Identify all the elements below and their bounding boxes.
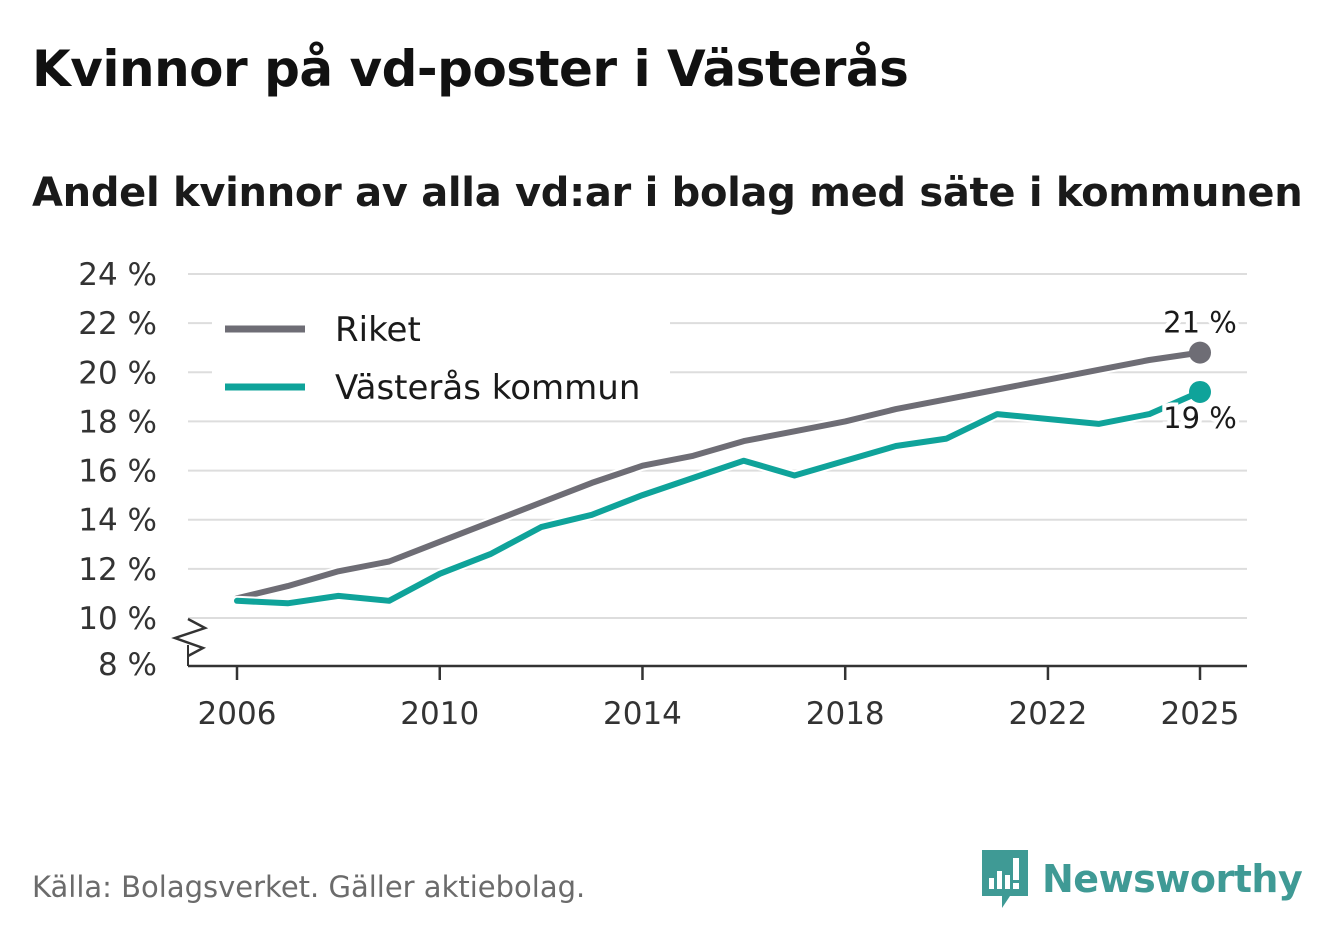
y-axis: 8 % 10 % 12 % 14 % 16 % 18 % 20 % 22 % 24 % (78, 257, 157, 683)
page-title: Kvinnor på vd-poster i Västerås (32, 40, 909, 98)
x-axis: 2006 2010 2014 2018 2022 2025 (171, 617, 1247, 732)
axis-break-icon (171, 617, 209, 658)
series-end-point (1189, 380, 1211, 403)
y-tick-label: 16 % (78, 454, 157, 490)
series-lines (232, 347, 1205, 609)
legend-label: Riket (335, 310, 421, 350)
y-tick-label: 12 % (78, 552, 157, 588)
x-tick-label: 2025 (1161, 696, 1240, 732)
y-tick-label: 18 % (78, 404, 157, 440)
y-tick-label: 14 % (78, 503, 157, 539)
series-end-label: 19 % (1163, 401, 1237, 435)
y-tick-label: 20 % (78, 355, 157, 391)
series-line-0 (234, 349, 1203, 602)
series-end-label: 21 % (1163, 306, 1237, 340)
series-end-point (1189, 341, 1211, 364)
source-note: Källa: Bolagsverket. Gäller aktiebolag. (32, 870, 586, 904)
x-tick-label: 2018 (806, 696, 885, 732)
x-tick-label: 2006 (198, 696, 277, 732)
brand-name: Newsworthy (1042, 857, 1303, 901)
series-halo (232, 386, 1205, 609)
newsworthy-logo-icon (982, 850, 1028, 908)
legend: Riket Västerås kommun (212, 302, 670, 412)
y-tick-label: 24 % (78, 257, 157, 293)
y-tick-label: 10 % (78, 601, 157, 637)
x-tick-label: 2010 (400, 696, 479, 732)
y-tick-label: 22 % (78, 306, 157, 342)
series-line-1 (234, 388, 1203, 607)
legend-label: Västerås kommun (335, 368, 640, 408)
end-labels: 21 % 19 % (1159, 302, 1241, 439)
legend-background (212, 302, 670, 412)
chart-subtitle: Andel kvinnor av alla vd:ar i bolag med … (32, 170, 1303, 216)
x-tick-label: 2014 (603, 696, 682, 732)
y-tick-label: 8 % (98, 647, 157, 683)
brand-logo: Newsworthy (980, 848, 1303, 910)
x-tick-label: 2022 (1008, 696, 1087, 732)
